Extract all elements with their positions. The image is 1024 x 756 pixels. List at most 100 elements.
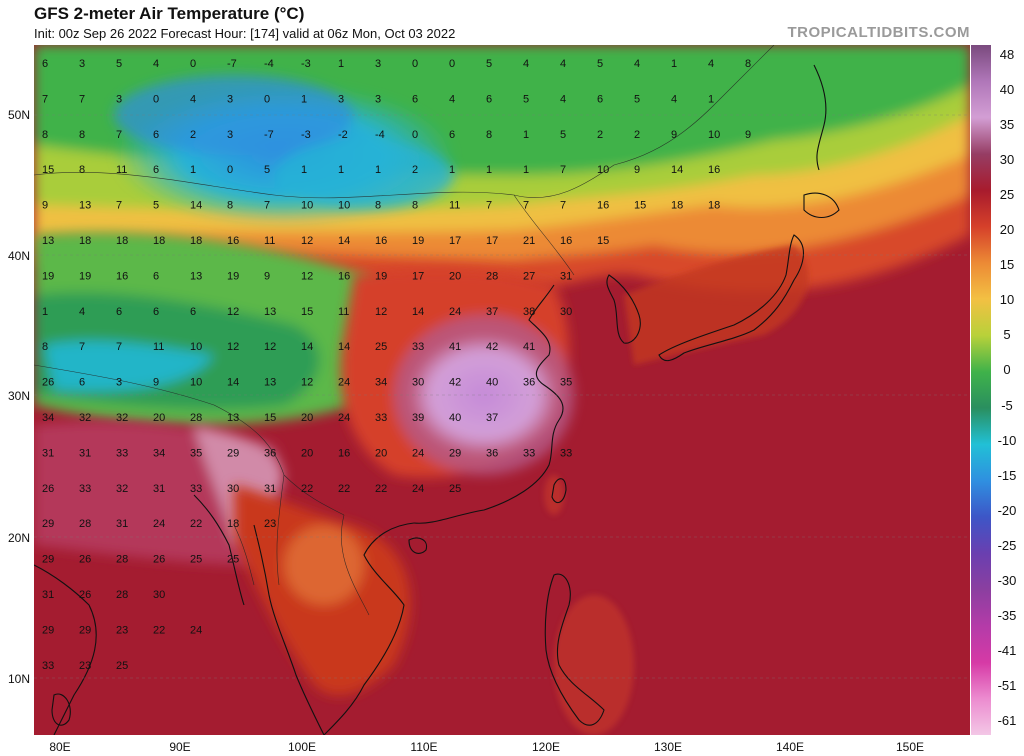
temperature-value: 7 [523,200,529,212]
lat-label: 30N [7,389,30,403]
brand-watermark: TROPICALTIDBITS.COM [787,24,970,41]
temperature-value: 14 [301,341,313,353]
colorbar-tick-label: -15 [997,467,1017,483]
temperature-value: 31 [560,270,572,282]
temperature-value: 8 [227,200,233,212]
temperature-value: 29 [42,624,54,636]
temperature-value: 7 [560,164,566,176]
temperature-value: 29 [227,447,239,459]
temperature-value: 8 [79,129,85,141]
temperature-value: 33 [523,447,535,459]
temperature-value: 17 [486,235,498,247]
temperature-value: 26 [79,589,91,601]
colorbar-tick-label: -51 [997,677,1017,693]
temperature-value: 1 [42,306,48,318]
temperature-value: 23 [79,660,91,672]
temperature-value: 29 [42,518,54,530]
temperature-value: 24 [412,447,424,459]
temperature-value: 18 [227,518,239,530]
temperature-value: 16 [338,447,350,459]
temperature-value: 0 [190,58,196,70]
temperature-value: 14 [671,164,683,176]
temperature-value: 35 [190,447,202,459]
temperature-value: 7 [116,341,122,353]
temperature-value: 42 [449,377,461,389]
temperature-value: -3 [301,58,311,70]
lon-label: 100E [287,740,317,754]
temperature-value: -7 [264,129,274,141]
temperature-value: 11 [338,306,349,318]
temperature-value: 24 [412,483,424,495]
temperature-value: 12 [301,377,313,389]
temperature-value: 37 [486,412,498,424]
temperature-value: 26 [79,554,91,566]
temperature-value: 30 [153,589,165,601]
temperature-value: 2 [190,129,196,141]
colorbar-tick-label: 15 [999,257,1015,273]
temperature-value: 15 [42,164,54,176]
temperature-value: 20 [153,412,165,424]
temperature-value: 13 [264,306,276,318]
temperature-value: 12 [227,341,239,353]
temperature-value: 29 [42,554,54,566]
temperature-value: 16 [227,235,239,247]
temperature-value: -7 [227,58,237,70]
colorbar-tick-label: 5 [1003,327,1011,343]
temperature-value: 36 [486,447,498,459]
temperature-value: 15 [597,235,609,247]
temperature-value: 20 [375,447,387,459]
temperature-value: 31 [264,483,276,495]
graticule [34,114,970,679]
temperature-value: 25 [190,554,202,566]
temperature-value: 24 [338,377,350,389]
temperature-value: 5 [597,58,603,70]
temperature-value: 6 [153,306,159,318]
temperature-value: 16 [116,270,128,282]
temperature-value: 16 [560,235,572,247]
temperature-value: 3 [116,377,122,389]
temperature-value: 40 [449,412,461,424]
temperature-value: 23 [264,518,276,530]
temperature-value: 40 [486,377,498,389]
temperature-value: 10 [301,200,313,212]
temperature-value: 18 [671,200,683,212]
temperature-value: 2 [412,164,418,176]
temperature-value: 34 [42,412,54,424]
lon-label: 120E [531,740,561,754]
lat-label: 40N [7,249,30,263]
temperature-value: -4 [264,58,274,70]
temperature-value: 3 [116,93,122,105]
temperature-value: 1 [190,164,196,176]
temperature-value: 22 [301,483,313,495]
lat-label: 50N [7,108,30,122]
temperature-value: 33 [79,483,91,495]
temperature-value: 3 [227,93,233,105]
temperature-value: 2 [634,129,640,141]
temperature-value: 32 [116,483,128,495]
temperature-value: 12 [227,306,239,318]
temperature-map[interactable]: 6 3 5 4 0 -7 -4 -3 1 3 0 0 5 4 4 5 4 1 4 8 7 7 3 0 4 3 0 1 3 3 6 4 6 5 4 6 5… [34,45,970,735]
colorbar-tick-label: -41 [997,642,1017,658]
temperature-value: 18 [79,235,91,247]
temperature-value: 2 [597,129,603,141]
temperature-value: 6 [486,93,492,105]
temperature-value: 1 [523,164,529,176]
temperature-value: 3 [227,129,233,141]
temperature-value: 13 [42,235,54,247]
temperature-value: 0 [227,164,233,176]
temperature-value: 8 [42,129,48,141]
temperature-value: 28 [486,270,498,282]
temperature-value: 7 [486,200,492,212]
temperature-value: 14 [412,306,424,318]
temperature-value: 14 [338,341,350,353]
temperature-value: 11 [116,164,127,176]
temperature-value: 32 [116,412,128,424]
temperature-value: 7 [116,200,122,212]
temperature-value: 24 [449,306,461,318]
temperature-value: 30 [560,306,572,318]
temperature-value: 16 [708,164,720,176]
temperature-value: 1 [486,164,492,176]
temperature-value: 1 [375,164,381,176]
temperature-value: 19 [79,270,91,282]
temperature-value: 1 [671,58,677,70]
